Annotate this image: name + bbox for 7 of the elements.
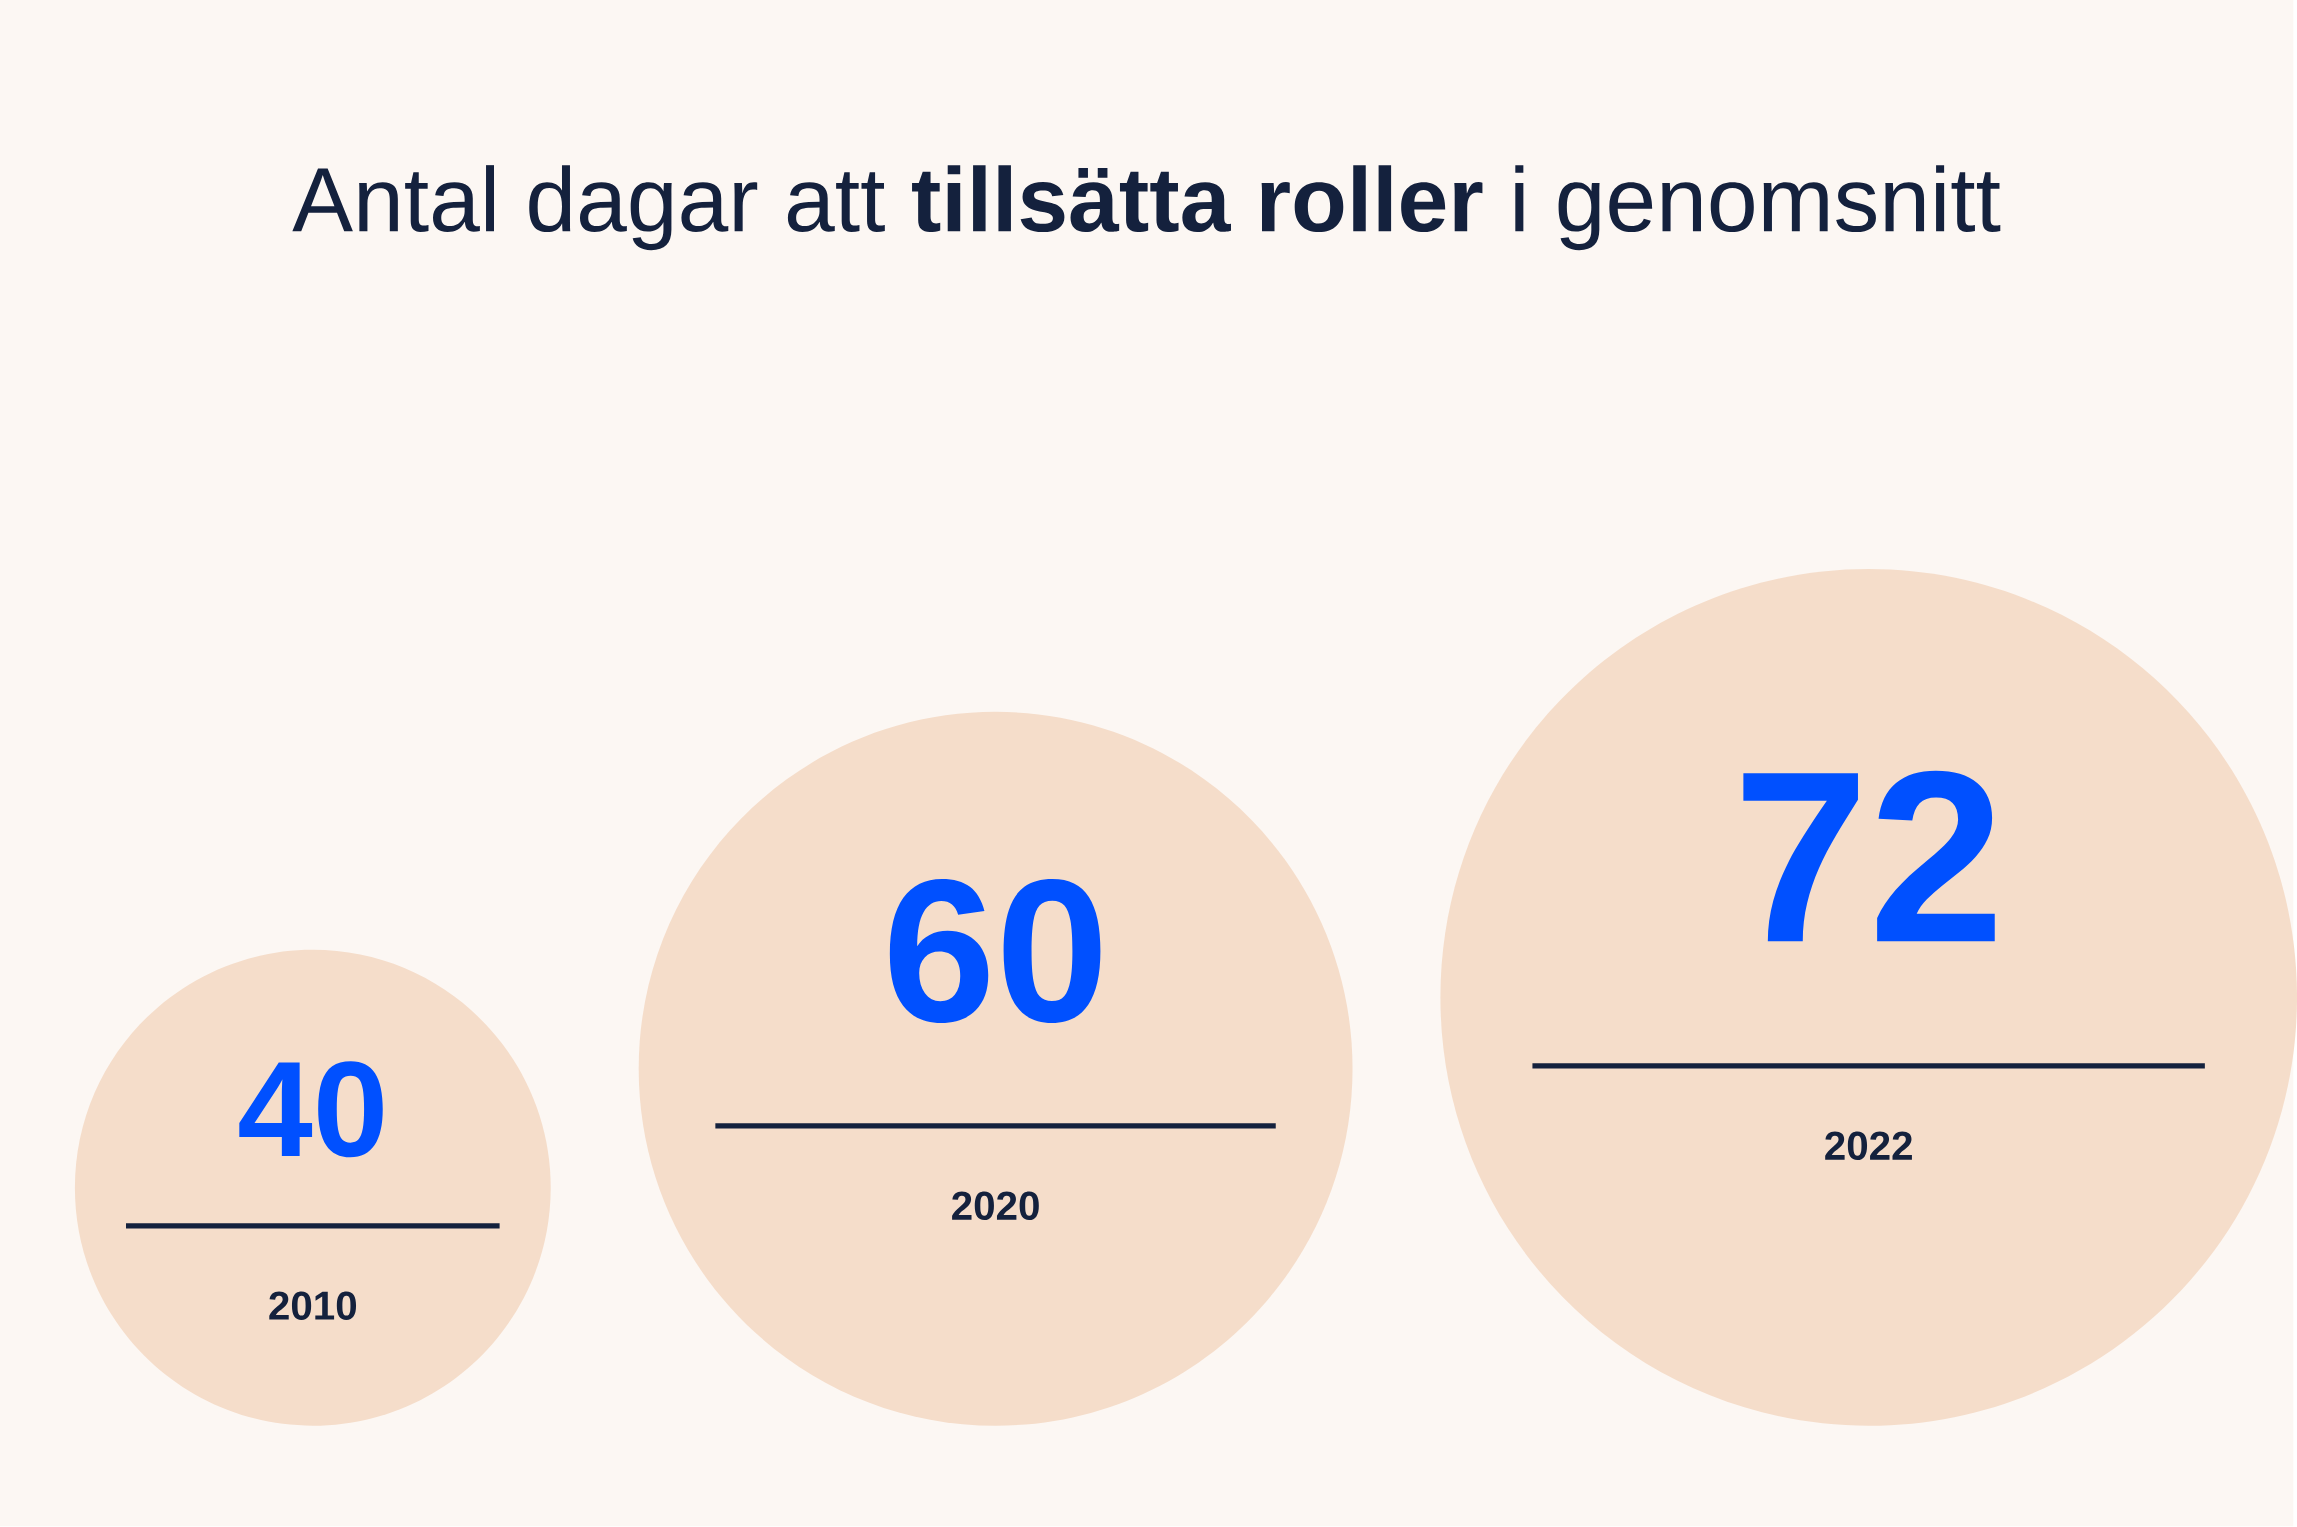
category-label: 2020 (952, 1191, 1039, 1221)
data-label: 60 (889, 879, 1101, 1024)
text: Antal dagar att tillsätta roller i genomsnitt (292, 165, 2001, 251)
data-label: 40 (239, 1061, 383, 1158)
data-label: 72 (1743, 770, 1995, 942)
category-label: 2022 (1825, 1131, 1912, 1161)
category-label: 2010 (269, 1291, 357, 1321)
